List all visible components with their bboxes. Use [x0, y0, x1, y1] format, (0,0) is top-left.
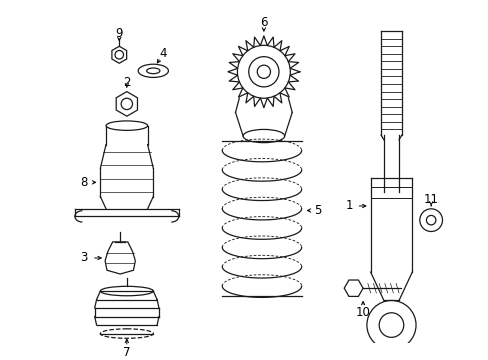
Text: 10: 10 — [355, 306, 370, 319]
Text: 11: 11 — [423, 193, 438, 206]
Text: 5: 5 — [313, 204, 321, 217]
Text: 9: 9 — [115, 27, 123, 40]
Text: 1: 1 — [345, 199, 352, 212]
Text: 3: 3 — [81, 252, 88, 265]
Text: 4: 4 — [159, 47, 166, 60]
Text: 2: 2 — [123, 76, 130, 89]
Text: 8: 8 — [81, 176, 88, 189]
Text: 7: 7 — [123, 346, 130, 359]
Text: 6: 6 — [260, 16, 267, 29]
